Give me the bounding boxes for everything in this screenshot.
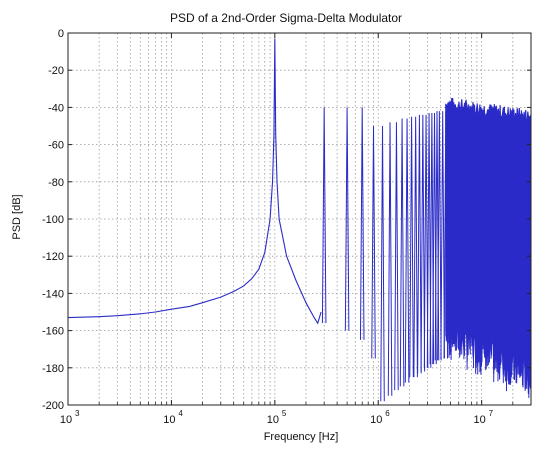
harmonic-tone bbox=[399, 118, 405, 387]
plot-frame-border bbox=[67, 32, 532, 406]
harmonic-tone bbox=[321, 107, 327, 324]
y-tick-label: -40 bbox=[48, 102, 64, 114]
harmonic-tone bbox=[404, 118, 410, 383]
x-tick-exponent: 6 bbox=[385, 409, 390, 418]
y-axis-label: PSD [dB] bbox=[11, 194, 23, 239]
harmonic-tone bbox=[437, 111, 442, 361]
y-tick-label: -20 bbox=[48, 65, 64, 77]
x-tick-label: 106 bbox=[370, 409, 390, 426]
harmonic-tone bbox=[413, 116, 418, 378]
x-tick-base: 10 bbox=[267, 414, 279, 426]
x-tick-base: 10 bbox=[474, 414, 486, 426]
y-tick-label: -120 bbox=[42, 251, 64, 263]
x-tick-base: 10 bbox=[163, 414, 175, 426]
y-tick-label: -200 bbox=[42, 400, 64, 412]
psd-baseline-curve bbox=[67, 38, 322, 325]
harmonic-tone bbox=[417, 114, 422, 374]
x-tick-exponent: 3 bbox=[75, 409, 80, 418]
y-tick-label: -100 bbox=[42, 214, 64, 226]
y-tick-label: -60 bbox=[48, 140, 64, 152]
y-tick-label: -180 bbox=[42, 363, 64, 375]
harmonic-tone bbox=[420, 114, 426, 372]
harmonic-tone bbox=[423, 114, 429, 368]
x-tick-exponent: 7 bbox=[489, 409, 494, 418]
harmonic-tone bbox=[387, 122, 393, 396]
harmonic-tone bbox=[344, 107, 350, 331]
y-tick-label: 0 bbox=[58, 28, 64, 40]
harmonic-tone bbox=[359, 107, 365, 340]
x-tick-label: 107 bbox=[474, 409, 494, 426]
x-tick-exponent: 4 bbox=[178, 409, 183, 418]
x-tick-label: 105 bbox=[267, 409, 287, 426]
x-axis-label: Frequency [Hz] bbox=[264, 431, 339, 443]
x-tick-label: 104 bbox=[163, 409, 183, 426]
x-tick-exponent: 5 bbox=[282, 409, 287, 418]
grid-lines bbox=[68, 33, 531, 405]
harmonic-tone bbox=[440, 111, 445, 359]
harmonic-tone bbox=[371, 125, 376, 359]
psd-series bbox=[67, 38, 532, 402]
harmonic-tone bbox=[380, 125, 385, 402]
x-tick-base: 10 bbox=[370, 414, 382, 426]
y-tick-label: -140 bbox=[42, 288, 64, 300]
x-tick-base: 10 bbox=[60, 414, 72, 426]
harmonic-tone bbox=[409, 116, 414, 378]
y-tick-label: -80 bbox=[48, 177, 64, 189]
x-tick-label: 103 bbox=[60, 409, 80, 426]
chart-title: PSD of a 2nd-Order Sigma-Delta Modulator bbox=[170, 11, 402, 25]
harmonic-tone bbox=[394, 122, 399, 391]
y-tick-label: -160 bbox=[42, 326, 64, 338]
